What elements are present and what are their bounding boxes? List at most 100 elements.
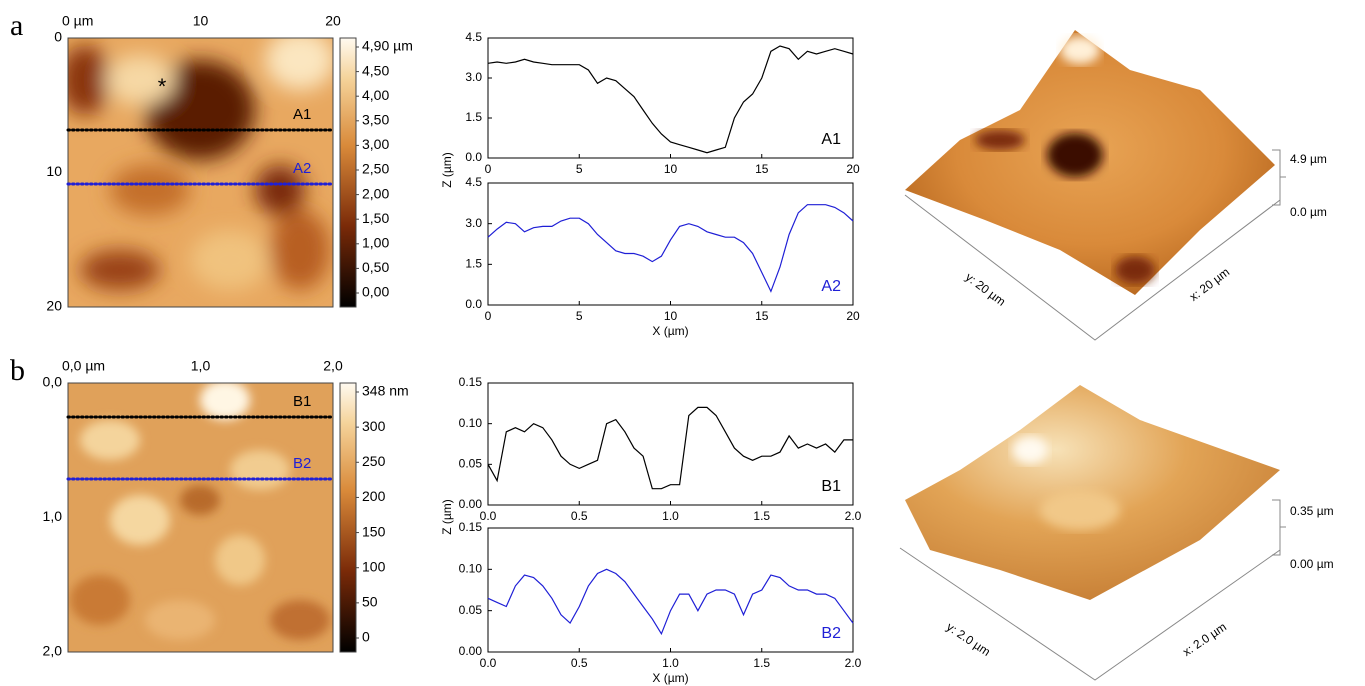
colorbar-tick-label: 50 xyxy=(362,594,378,610)
x-tick-label: 15 xyxy=(755,162,769,176)
z-scale-bottom: 0.00 µm xyxy=(1290,557,1334,571)
y-tick-label: 0.05 xyxy=(459,457,483,471)
render-3d xyxy=(899,385,1286,681)
colorbar xyxy=(339,382,357,653)
x-tick-label: 0 xyxy=(485,162,492,176)
y-tick-label: 3.0 xyxy=(465,216,482,230)
series-label: A1 xyxy=(821,131,841,148)
map-x-tick-label: 0,0 µm xyxy=(62,358,105,374)
colorbar-tick-label: 3,00 xyxy=(362,136,389,152)
y-axis-3d-label: y: 20 µm xyxy=(963,270,1008,309)
x-tick-label: 1.0 xyxy=(662,656,679,670)
colorbar-tick-label: 3,50 xyxy=(362,112,389,128)
y-tick-label: 0.10 xyxy=(459,416,483,430)
x-axis-3d-label: x: 2.0 µm xyxy=(1180,620,1229,659)
y-axis-label: Z (µm) xyxy=(440,152,454,188)
x-tick-label: 20 xyxy=(846,162,860,176)
panel-label: a xyxy=(10,9,23,42)
x-tick-label: 1.5 xyxy=(753,656,770,670)
y-tick-label: 0.15 xyxy=(459,375,483,389)
z-scale-top: 4.9 µm xyxy=(1290,152,1327,166)
plot-frame xyxy=(487,37,854,159)
x-axis-label: X (µm) xyxy=(652,671,688,685)
y-tick-label: 0.10 xyxy=(459,562,483,576)
x-axis-3d-label: x: 20 µm xyxy=(1187,265,1232,304)
y-axis-3d-label: y: 2.0 µm xyxy=(944,620,993,659)
x-tick-label: 0.0 xyxy=(480,656,497,670)
x-tick-label: 0.0 xyxy=(480,509,497,523)
map-y-tick-label: 2,0 xyxy=(43,643,63,659)
profile-line-label: A2 xyxy=(293,160,311,177)
render-3d xyxy=(904,30,1286,341)
x-tick-label: 5 xyxy=(576,162,583,176)
x-axis-label: X (µm) xyxy=(652,324,688,338)
plot-frame xyxy=(487,182,854,306)
colorbar-tick-label: 250 xyxy=(362,453,386,469)
x-tick-label: 1.0 xyxy=(662,509,679,523)
profile-line-plot xyxy=(487,45,854,154)
map-x-tick-label: 20 xyxy=(325,13,341,29)
colorbar-tick-label: 1,50 xyxy=(362,210,389,226)
x-tick-label: 0.5 xyxy=(571,656,588,670)
colorbar-tick-label: 4,50 xyxy=(362,62,389,78)
profile-line-plot xyxy=(487,406,853,490)
map-x-tick-label: 1,0 xyxy=(191,358,211,374)
colorbar-tick-label: 200 xyxy=(362,488,386,504)
afm-map xyxy=(68,38,333,307)
map-y-tick-label: 10 xyxy=(46,163,62,179)
x-tick-label: 2.0 xyxy=(845,509,862,523)
colorbar-tick-label: 2,00 xyxy=(362,185,389,201)
map-x-tick-label: 2,0 xyxy=(323,358,343,374)
series-label: A2 xyxy=(821,278,841,295)
x-tick-label: 10 xyxy=(664,309,678,323)
colorbar-tick-label: 1,00 xyxy=(362,235,389,251)
y-tick-label: 0.0 xyxy=(465,297,482,311)
map-x-tick-label: 10 xyxy=(193,13,209,29)
x-tick-label: 10 xyxy=(664,162,678,176)
map-x-tick-label: 0 µm xyxy=(62,13,93,29)
y-tick-label: 1.5 xyxy=(465,110,482,124)
map-y-tick-label: 20 xyxy=(46,298,62,314)
y-tick-label: 4.5 xyxy=(465,30,482,44)
colorbar-tick-label: 0,50 xyxy=(362,259,389,275)
y-tick-label: 4.5 xyxy=(465,175,482,189)
x-tick-label: 15 xyxy=(755,309,769,323)
map-marker: * xyxy=(158,74,167,99)
profile-line-label: B1 xyxy=(293,393,311,410)
y-tick-label: 3.0 xyxy=(465,70,482,84)
colorbar-tick-label: 4,00 xyxy=(362,87,389,103)
colorbar-tick-label: 150 xyxy=(362,523,386,539)
map-frame xyxy=(67,37,334,308)
map-y-tick-label: 0 xyxy=(54,29,62,45)
y-tick-label: 0.05 xyxy=(459,603,483,617)
colorbar-tick-label: 100 xyxy=(362,558,386,574)
map-y-tick-label: 0,0 xyxy=(43,374,63,390)
series-label: B1 xyxy=(821,478,841,495)
colorbar-tick-label: 2,50 xyxy=(362,161,389,177)
y-tick-label: 1.5 xyxy=(465,257,482,271)
panel-label: b xyxy=(10,354,25,387)
map-frame xyxy=(67,382,334,653)
map-y-tick-label: 1,0 xyxy=(43,508,63,524)
y-tick-label: 0.00 xyxy=(459,497,483,511)
colorbar-tick-label: 348 nm xyxy=(362,383,409,399)
y-tick-label: 0.00 xyxy=(459,644,483,658)
series-label: B2 xyxy=(821,625,841,642)
colorbar-tick-label: 4,90 µm xyxy=(362,38,413,54)
profile-line-label: B2 xyxy=(293,455,311,472)
colorbar-tick-label: 300 xyxy=(362,418,386,434)
y-axis-label: Z (µm) xyxy=(440,499,454,535)
colorbar-tick-label: 0 xyxy=(362,629,370,645)
profile-line-plot xyxy=(487,568,854,636)
x-tick-label: 2.0 xyxy=(845,656,862,670)
colorbar-tick-label: 0,00 xyxy=(362,284,389,300)
y-tick-label: 0.15 xyxy=(459,520,483,534)
x-tick-label: 0 xyxy=(485,309,492,323)
z-scale-bottom: 0.0 µm xyxy=(1290,205,1327,219)
x-tick-label: 1.5 xyxy=(753,509,770,523)
afm-map xyxy=(68,383,333,652)
plot-frame xyxy=(487,382,854,506)
profile-line-plot xyxy=(487,204,854,293)
